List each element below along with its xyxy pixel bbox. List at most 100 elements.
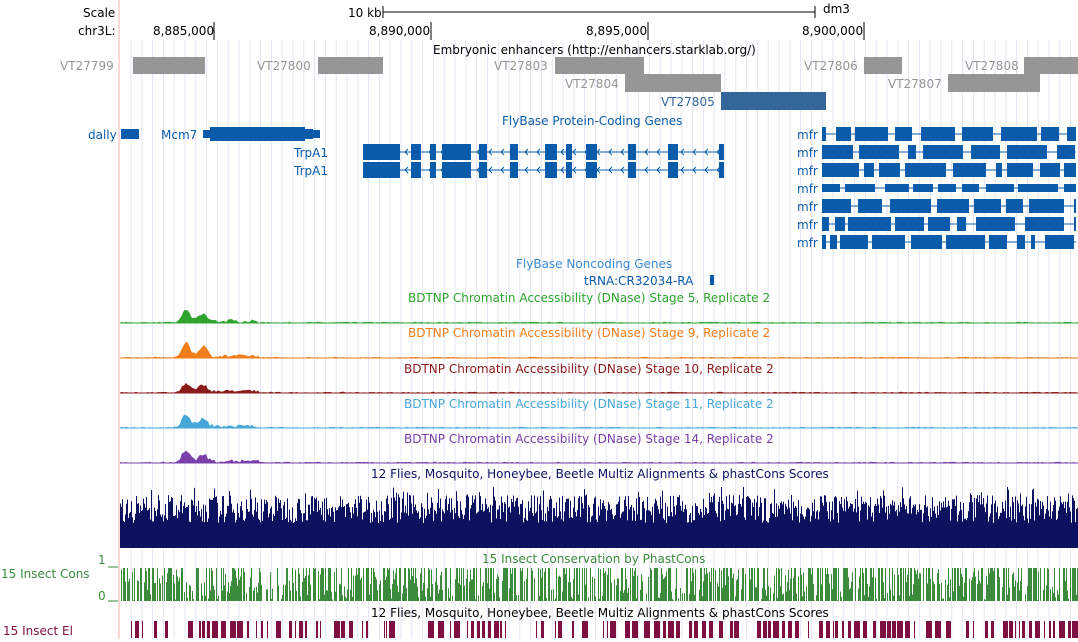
conserved-element[interactable] <box>1068 621 1071 638</box>
conserved-element[interactable] <box>247 621 249 638</box>
conserved-element[interactable] <box>826 621 830 638</box>
gene-mfr-4-exon[interactable] <box>885 184 909 192</box>
gene-mfr-4-exon[interactable] <box>845 184 875 192</box>
gene-mfr-5-exon[interactable] <box>937 199 969 213</box>
gene-trpa1-a-exon[interactable] <box>510 144 518 160</box>
conserved-element[interactable] <box>946 621 951 638</box>
conserved-element[interactable] <box>477 621 480 638</box>
noncoding-gene-label[interactable]: tRNA:CR32034-RA <box>584 274 694 288</box>
conserved-element[interactable] <box>892 621 896 638</box>
gene-mfr-2-exon[interactable] <box>923 145 963 159</box>
conserved-element[interactable] <box>935 621 941 638</box>
gene-mfr-3-exon[interactable] <box>1064 163 1076 177</box>
conserved-element[interactable] <box>454 621 460 638</box>
gene-trpa1-a-exon[interactable] <box>586 144 597 160</box>
gene-trpa1-b-exon[interactable] <box>545 162 557 178</box>
conserved-element[interactable] <box>536 621 537 638</box>
gene-label-mfr-3[interactable]: mfr <box>797 164 818 178</box>
enhancer-bar-vt27803[interactable] <box>555 57 644 74</box>
gene-mfr-7-exon[interactable] <box>1045 235 1074 249</box>
elements-side-label[interactable]: 15 Insect El <box>3 624 73 638</box>
conserved-element[interactable] <box>1059 621 1065 638</box>
gene-trpa1-b-exon[interactable] <box>411 162 421 178</box>
conserved-element[interactable] <box>1015 621 1016 638</box>
gene-trpa1-a-exon[interactable] <box>719 144 724 160</box>
conserved-element[interactable] <box>1072 621 1078 638</box>
gene-mfr-1-exon[interactable] <box>822 127 826 141</box>
conserved-element[interactable] <box>276 621 281 638</box>
gene-label-mfr-5[interactable]: mfr <box>797 200 818 214</box>
conserved-element[interactable] <box>689 621 692 638</box>
gene-trpa1-a-exon[interactable] <box>628 144 636 160</box>
enhancer-label-vt27800[interactable]: VT27800 <box>257 59 311 73</box>
enhancer-bar-vt27804[interactable] <box>625 74 721 92</box>
gene-models[interactable] <box>121 127 1076 249</box>
gene-mfr-2-exon[interactable] <box>1007 145 1047 159</box>
enhancer-bar-vt27805[interactable] <box>721 92 826 110</box>
gene-trpa1-b-exon[interactable] <box>364 162 400 178</box>
gene-mfr-7-exon[interactable] <box>830 235 837 249</box>
enhancer-label-vt27806[interactable]: VT27806 <box>804 59 858 73</box>
conserved-element[interactable] <box>873 621 876 638</box>
conserved-element[interactable] <box>131 621 132 638</box>
conserved-element[interactable] <box>709 621 713 638</box>
conserved-element[interactable] <box>558 621 562 638</box>
conserved-element[interactable] <box>788 621 792 638</box>
conserved-element[interactable] <box>914 621 915 638</box>
gene-mfr-1-exon[interactable] <box>855 127 888 141</box>
dnase-tracks[interactable]: BDTNP Chromatin Accessibility (DNase) St… <box>120 291 1078 463</box>
gene-label-trpa1-b[interactable]: TrpA1 <box>293 164 328 178</box>
gene-mfr-3-exon[interactable] <box>953 163 986 177</box>
gene-mfr-4-exon[interactable] <box>1018 184 1058 192</box>
dnase-signal-2[interactable] <box>120 342 1078 358</box>
conserved-element[interactable] <box>782 621 785 638</box>
gene-trpa1-b-exon[interactable] <box>586 162 597 178</box>
conserved-element[interactable] <box>1035 621 1040 638</box>
conserved-element[interactable] <box>905 621 910 638</box>
gene-mfr-6-exon[interactable] <box>1074 217 1076 231</box>
enhancers-track[interactable]: Embryonic enhancers (http://enhancers.st… <box>60 43 1078 110</box>
conserved-element[interactable] <box>1009 621 1013 638</box>
gene-label-mfr-6[interactable]: mfr <box>797 218 818 232</box>
conserved-element[interactable] <box>505 621 506 638</box>
conserved-element[interactable] <box>1022 621 1025 638</box>
dnase-signal-4[interactable] <box>120 415 1078 428</box>
conserved-element[interactable] <box>349 621 353 638</box>
gene-mfr-2-exon[interactable] <box>859 145 899 159</box>
dnase-signal-5[interactable] <box>120 451 1078 463</box>
gene-mfr-6-exon[interactable] <box>895 217 924 231</box>
conserved-element[interactable] <box>261 621 263 638</box>
gene-mfr-4-exon[interactable] <box>913 184 933 192</box>
conserved-element[interactable] <box>256 621 257 638</box>
conserved-element[interactable] <box>985 621 988 638</box>
gene-mfr-3-exon[interactable] <box>879 163 900 177</box>
gene-mcm7-exon[interactable] <box>313 130 320 138</box>
gene-mfr-6-exon[interactable] <box>957 217 966 231</box>
conserved-element[interactable] <box>603 621 604 638</box>
conserved-element[interactable] <box>773 621 779 638</box>
gene-label-mfr-4[interactable]: mfr <box>797 182 818 196</box>
conserved-element[interactable] <box>973 621 974 638</box>
gene-dally-exon[interactable] <box>121 129 139 139</box>
gene-trpa1-b-exon[interactable] <box>479 162 487 178</box>
conserved-element[interactable] <box>154 621 157 638</box>
conserved-element[interactable] <box>199 621 201 638</box>
conserved-element[interactable] <box>763 621 767 638</box>
conserved-element[interactable] <box>654 621 660 638</box>
enhancer-label-vt27803[interactable]: VT27803 <box>494 59 548 73</box>
gene-label-mfr-1[interactable]: mfr <box>797 128 818 142</box>
gene-mfr-5-exon[interactable] <box>858 199 882 213</box>
gene-mfr-5-exon[interactable] <box>822 199 851 213</box>
conserved-element[interactable] <box>572 621 574 638</box>
gene-mfr-5-exon[interactable] <box>974 199 1001 213</box>
conserved-element[interactable] <box>757 621 761 638</box>
conserved-element[interactable] <box>386 621 387 638</box>
conserved-element[interactable] <box>676 621 680 638</box>
gene-mfr-2-exon[interactable] <box>822 145 853 159</box>
gene-mfr-3-exon[interactable] <box>864 163 874 177</box>
gene-mcm7-exon[interactable] <box>203 130 210 138</box>
conserved-element[interactable] <box>1049 621 1051 638</box>
gene-mfr-4-exon[interactable] <box>938 184 956 192</box>
gene-mfr-1-exon[interactable] <box>836 127 851 141</box>
